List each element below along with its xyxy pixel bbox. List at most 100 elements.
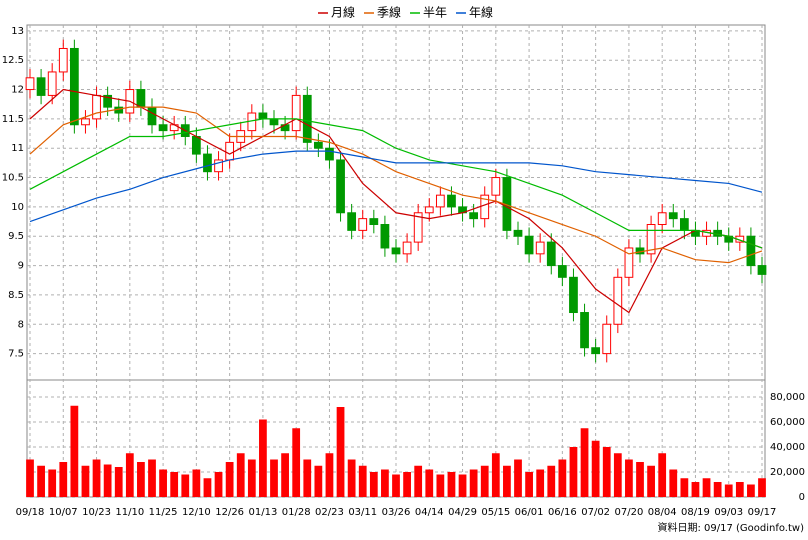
volume-bar [247,459,256,497]
volume-tick-label: 60,000 [770,417,805,428]
volume-bar [125,453,134,497]
volume-bar [281,453,289,497]
candle-body [491,177,501,196]
volume-bar [203,478,212,497]
volume-bar [758,478,766,497]
y-tick-label: 8 [18,319,24,330]
ma-line [29,118,763,249]
candle-body [679,218,689,231]
x-tick-label: 03/11 [348,507,377,518]
ma-line [29,88,763,314]
candle-body [225,141,235,161]
x-tick-label: 07/20 [614,507,643,518]
candle-body [624,247,634,278]
volume-bar [303,459,312,497]
candle-body [746,235,756,267]
volume-bar [92,459,101,497]
volume-bar [81,465,90,497]
y-tick-label: 10.5 [2,173,24,184]
candle-body [81,118,90,126]
volume-tick-label: 20,000 [770,467,805,478]
y-tick-label: 12.5 [2,55,24,66]
candle-body [557,265,567,278]
candle-body [524,235,534,255]
volume-bar [425,469,434,497]
y-tick-label: 9.5 [8,231,24,242]
candle-body [447,194,456,208]
volume-bar [292,428,301,497]
x-tick-label: 12/10 [182,507,211,518]
y-tick-label: 7.5 [8,349,24,360]
volume-bar [159,469,167,497]
volume-bar [625,459,633,497]
candle-body [757,265,767,275]
volume-bar [691,482,700,497]
volume-bar [636,462,644,497]
volume-bar [480,465,489,497]
volume-bar [358,465,367,497]
y-tick-label: 13 [11,26,24,37]
footer: 資料日期: 09/17 (Goodinfo.tw) [657,521,804,534]
y-tick-label: 9 [18,261,24,272]
candle-body [402,241,412,255]
volume-bar [259,419,267,497]
candle-body [380,224,390,249]
candle-body [92,94,101,120]
volume-bar [458,474,467,497]
candle-body [369,218,379,226]
candle-body [58,47,68,73]
candle-body [47,71,57,96]
ma-line [29,150,763,223]
volume-bar [536,469,545,497]
volume-bar [469,469,478,497]
candle-body [435,194,445,208]
candle-body [136,89,146,108]
candle-body [424,206,434,214]
volume-bar [591,440,600,497]
candle-body [602,323,612,355]
volume-bar [114,467,123,497]
volume-bar [558,459,567,497]
candle-body [325,147,334,161]
volume-bar [747,484,755,497]
x-tick-label: 04/29 [448,507,477,518]
volume-bar [369,472,378,497]
x-tick-label: 09/18 [16,507,45,518]
volume-bar [491,453,500,497]
x-tick-label: 08/19 [681,507,710,518]
ma-line [29,106,763,264]
volume-bar [569,447,578,497]
volume-bar [680,478,689,497]
candle-body [25,77,35,91]
x-tick-label: 10/23 [82,507,111,518]
candle-body [347,212,357,231]
candle-body [358,218,368,231]
volume-bar [214,472,223,497]
volume-tick-label: 0 [799,492,805,503]
x-tick-label: 01/13 [248,507,277,518]
x-tick-label: 12/26 [215,507,244,518]
volume-bar [70,405,79,497]
candle-body [313,141,323,149]
candle-body [413,212,423,243]
candle-body [391,247,401,255]
x-tick-label: 11/10 [115,507,144,518]
candle-body [36,77,46,96]
x-tick-label: 11/25 [149,507,178,518]
volume-bar [381,469,389,497]
candle-body [302,94,312,143]
legend-label: 年線 [469,5,493,20]
x-tick-label: 02/23 [315,507,344,518]
volume-bar [392,474,400,497]
x-tick-label: 06/01 [515,507,544,518]
volume-bar [613,453,622,497]
y-tick-label: 10 [11,202,24,213]
x-tick-label: 09/17 [748,507,777,518]
candle-body [569,276,578,314]
volume-bar [702,478,711,497]
candle-body [657,212,667,226]
candle-body [613,276,623,325]
candle-body [291,94,301,132]
volume-bar [37,465,45,497]
